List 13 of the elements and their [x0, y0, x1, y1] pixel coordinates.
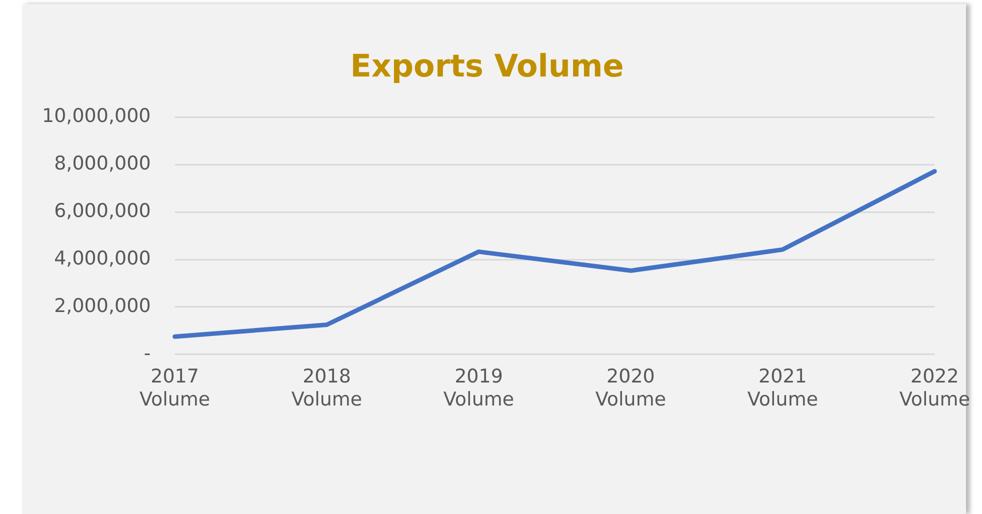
y-tick-label: 10,000,000 — [42, 105, 151, 128]
y-tick-label: - — [144, 342, 151, 364]
x-tick-label: 2022 Volume — [899, 366, 970, 411]
y-tick-label: 6,000,000 — [54, 200, 151, 222]
y-tick-label: 8,000,000 — [54, 152, 151, 175]
y-tick-label: 4,000,000 — [54, 247, 151, 270]
x-tick-label: 2021 Volume — [747, 366, 818, 411]
x-tick-label: 2018 Volume — [291, 366, 362, 411]
y-tick-label: 2,000,000 — [54, 294, 151, 317]
x-tick-label: 2020 Volume — [595, 366, 666, 411]
x-tick-label: 2019 Volume — [443, 366, 514, 411]
chart-title: Exports Volume — [350, 48, 624, 85]
x-tick-label: 2017 Volume — [139, 366, 210, 411]
